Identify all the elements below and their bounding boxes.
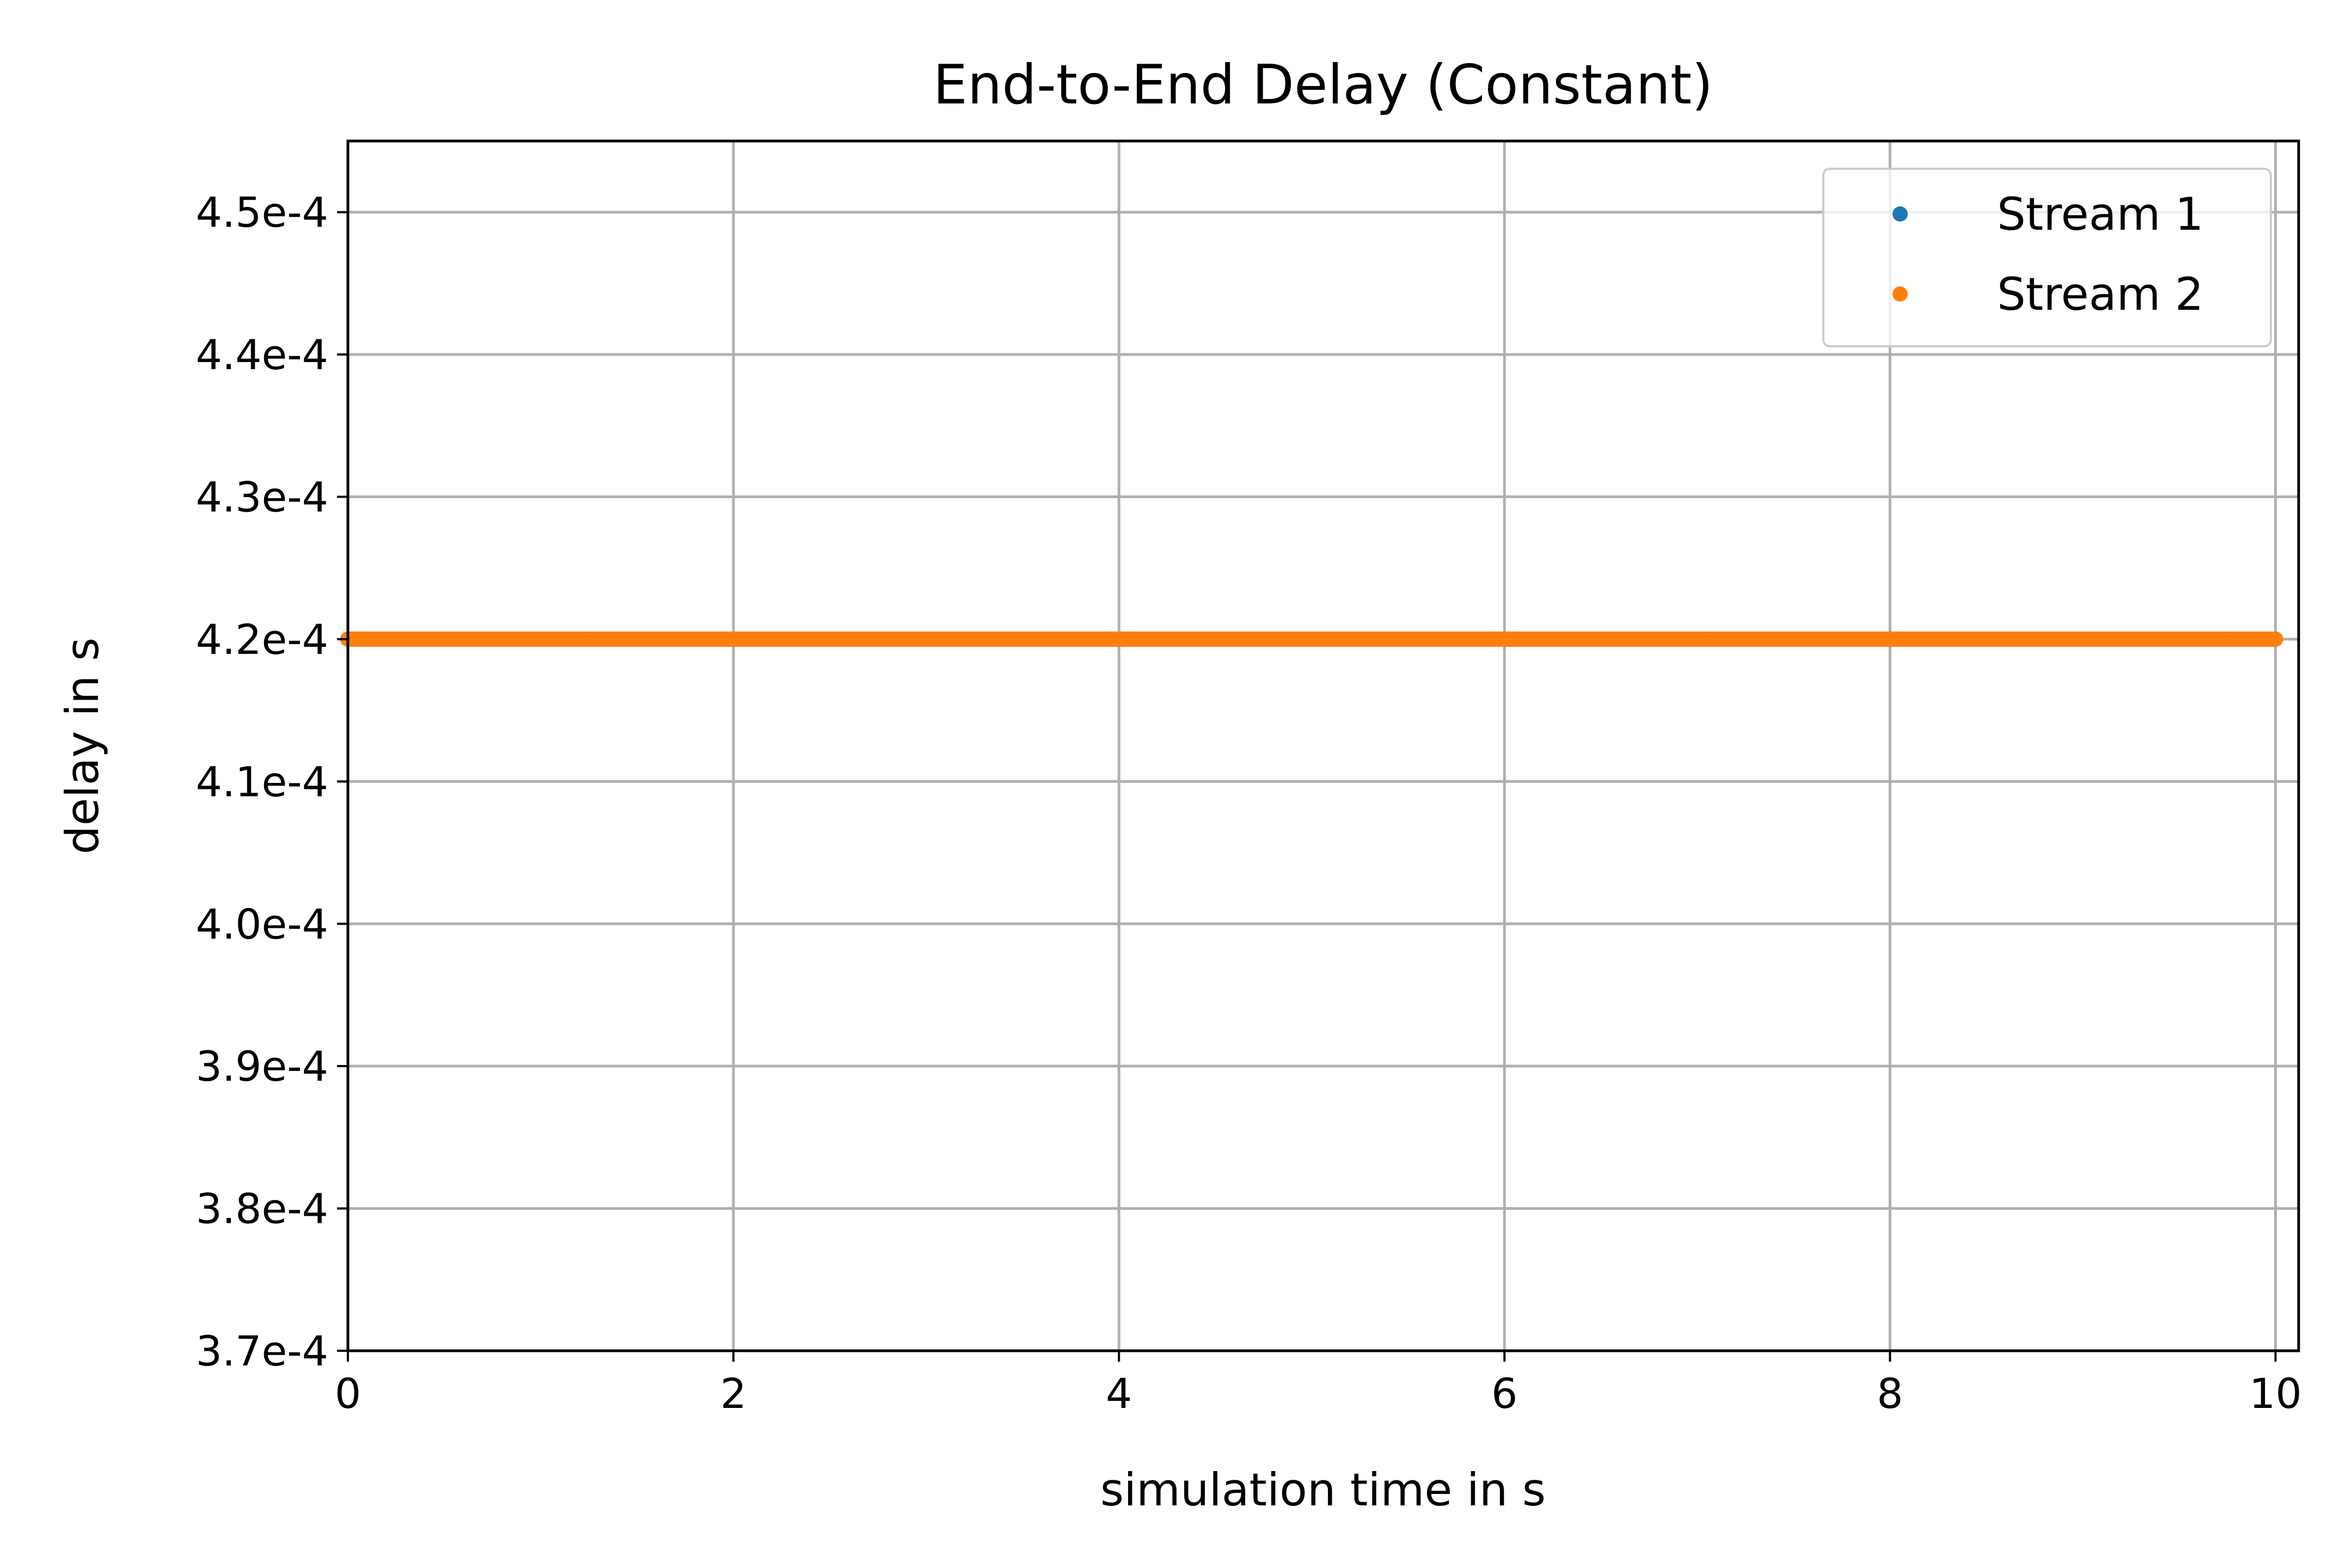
legend: Stream 1 Stream 2 — [1822, 168, 2272, 347]
chart-title: End-to-End Delay (Constant) — [933, 53, 1713, 117]
y-tick-label: 4.0e-4 — [196, 900, 328, 948]
y-tick-label: 3.7e-4 — [196, 1327, 328, 1375]
x-axis-label: simulation time in s — [1100, 1463, 1546, 1516]
legend-marker-stream-1 — [1892, 206, 1908, 222]
x-tick-label: 8 — [1877, 1369, 1903, 1418]
ticks: 0 2 4 6 8 10 3.7e-4 3.8e-4 3.9e-4 4.0e-4 4.1e-4 4.2… — [196, 188, 2302, 1418]
series-layer — [340, 631, 2283, 647]
legend-marker-stream-2 — [1892, 286, 1908, 302]
x-tick-label: 4 — [1106, 1369, 1132, 1418]
x-tick-label: 10 — [2249, 1369, 2302, 1418]
y-tick-label: 4.5e-4 — [196, 188, 328, 237]
y-tick-label: 3.9e-4 — [196, 1042, 328, 1091]
y-tick-label: 4.2e-4 — [196, 615, 328, 664]
plot-frame — [346, 139, 2300, 1352]
legend-box — [1822, 168, 2272, 347]
data-point — [2268, 631, 2283, 647]
y-axis-label: delay in s — [56, 638, 109, 854]
y-tick-label: 4.4e-4 — [196, 330, 328, 379]
x-tick-label: 6 — [1491, 1369, 1517, 1418]
y-tick-label: 3.8e-4 — [196, 1185, 328, 1233]
legend-label-stream-1: Stream 1 — [1997, 188, 2204, 241]
x-tick-label: 2 — [720, 1369, 746, 1418]
y-tick-label: 4.3e-4 — [196, 473, 328, 522]
x-tick-label: 0 — [335, 1369, 361, 1418]
y-tick-label: 4.1e-4 — [196, 757, 328, 806]
series-2 — [340, 631, 2283, 647]
legend-label-stream-2: Stream 2 — [1997, 268, 2204, 321]
